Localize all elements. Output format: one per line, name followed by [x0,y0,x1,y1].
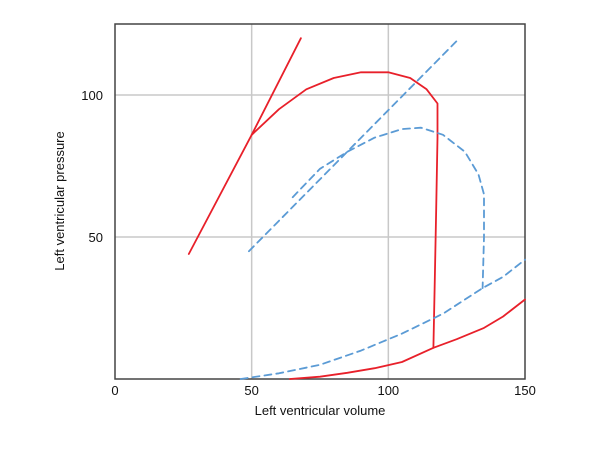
dashed-series-line [239,258,526,380]
grid-lines [115,24,525,379]
tick-labels: 0 50 100 150 50 100 [81,88,536,398]
y-tick-label: 50 [89,230,103,245]
solid-series-line [250,71,526,349]
y-axis-label: Left ventricular pressure [52,131,67,270]
dashed-series-line [291,126,485,290]
solid-series-line [187,37,302,255]
x-tick-label: 0 [111,383,118,398]
plot-frame [114,23,526,380]
x-tick-label: 100 [377,383,399,398]
series-layer [187,37,526,380]
y-tick-label: 100 [81,88,103,103]
dashed-series-line [247,40,458,253]
x-tick-label: 50 [244,383,258,398]
x-axis-label: Left ventricular volume [255,403,386,418]
solid-series-line [288,346,435,380]
x-tick-label: 150 [514,383,536,398]
